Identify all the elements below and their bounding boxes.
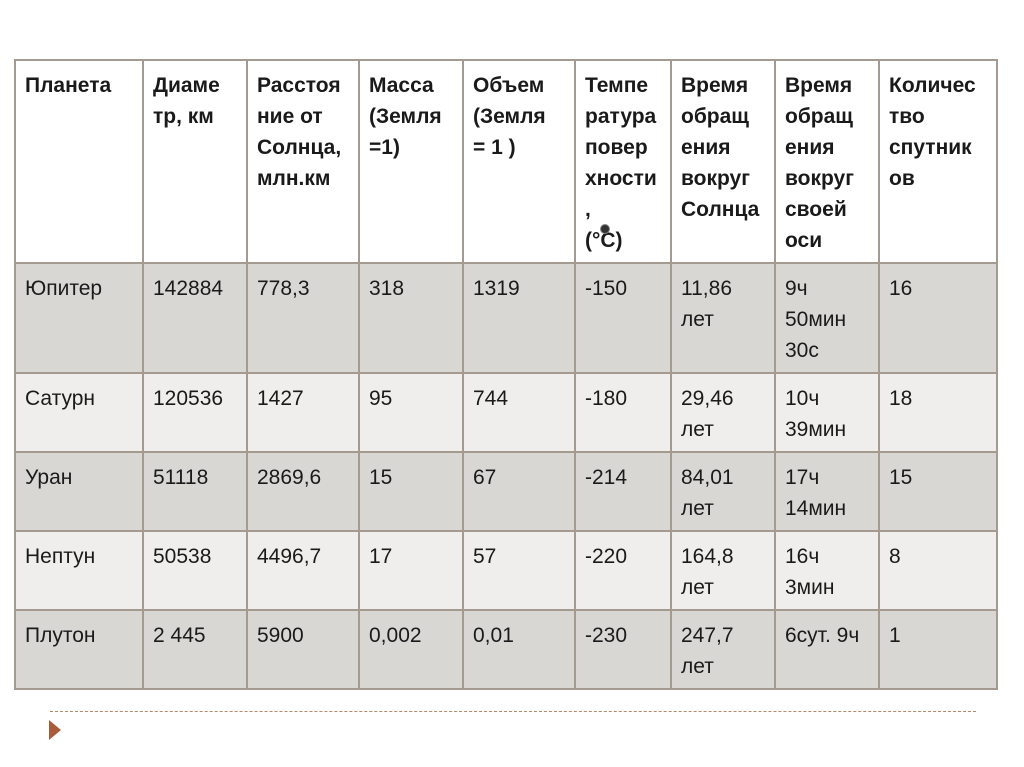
- cell-satellites: 15: [878, 451, 998, 532]
- cell-planet: Плутон: [14, 609, 144, 690]
- cell-volume: 67: [462, 451, 576, 532]
- cell-satellites: 16: [878, 262, 998, 374]
- cell-mass: 95: [358, 372, 464, 453]
- cell-distance: 1427: [246, 372, 360, 453]
- play-triangle-icon[interactable]: [49, 720, 61, 740]
- cell-diameter: 51118: [142, 451, 248, 532]
- table-row: Сатурн 120536 1427 95 744 -180 29,46 лет…: [14, 372, 998, 453]
- header-diameter: Диаме тр, км: [142, 59, 248, 264]
- cell-diameter: 2 445: [142, 609, 248, 690]
- cell-rotation-period: 16ч 3мин: [774, 530, 880, 611]
- cell-volume: 1319: [462, 262, 576, 374]
- cell-mass: 15: [358, 451, 464, 532]
- cell-orbital-period: 164,8 лет: [670, 530, 776, 611]
- cell-planet: Сатурн: [14, 372, 144, 453]
- cell-temperature: -150: [574, 262, 672, 374]
- table-row: Плутон 2 445 5900 0,002 0,01 -230 247,7 …: [14, 609, 998, 690]
- header-mass: Масса (Земля =1): [358, 59, 464, 264]
- cell-orbital-period: 29,46 лет: [670, 372, 776, 453]
- cell-orbital-period: 84,01 лет: [670, 451, 776, 532]
- header-temperature: Темпе ратура повер хности , (°C): [574, 59, 672, 264]
- cell-diameter: 142884: [142, 262, 248, 374]
- cell-distance: 778,3: [246, 262, 360, 374]
- cell-rotation-period: 17ч 14мин: [774, 451, 880, 532]
- cell-orbital-period: 11,86 лет: [670, 262, 776, 374]
- cell-mass: 17: [358, 530, 464, 611]
- planets-table: Планета Диаме тр, км Расстоя ние от Солн…: [14, 59, 998, 690]
- cell-volume: 744: [462, 372, 576, 453]
- header-distance: Расстоя ние от Солнца, млн.км: [246, 59, 360, 264]
- cell-satellites: 8: [878, 530, 998, 611]
- cell-planet: Юпитер: [14, 262, 144, 374]
- table-row: Нептун 50538 4496,7 17 57 -220 164,8 лет…: [14, 530, 998, 611]
- cell-temperature: -230: [574, 609, 672, 690]
- table-row: Уран 51118 2869,6 15 67 -214 84,01 лет 1…: [14, 451, 998, 532]
- cell-distance: 5900: [246, 609, 360, 690]
- cell-satellites: 18: [878, 372, 998, 453]
- cell-planet: Уран: [14, 451, 144, 532]
- cell-volume: 57: [462, 530, 576, 611]
- cell-rotation-period: 6сут. 9ч: [774, 609, 880, 690]
- header-planet: Планета: [14, 59, 144, 264]
- cell-temperature: -180: [574, 372, 672, 453]
- header-volume: Объем (Земля = 1 ): [462, 59, 576, 264]
- header-satellites: Количес тво спутник ов: [878, 59, 998, 264]
- cell-rotation-period: 10ч 39мин: [774, 372, 880, 453]
- cell-diameter: 120536: [142, 372, 248, 453]
- pointer-dot: [600, 224, 610, 234]
- table-row: Юпитер 142884 778,3 318 1319 -150 11,86 …: [14, 262, 998, 374]
- cell-temperature: -220: [574, 530, 672, 611]
- cell-mass: 318: [358, 262, 464, 374]
- cell-distance: 4496,7: [246, 530, 360, 611]
- cell-volume: 0,01: [462, 609, 576, 690]
- cell-rotation-period: 9ч 50мин 30с: [774, 262, 880, 374]
- header-rotation-period: Время обращ ения вокруг своей оси: [774, 59, 880, 264]
- cell-planet: Нептун: [14, 530, 144, 611]
- cell-distance: 2869,6: [246, 451, 360, 532]
- cell-orbital-period: 247,7 лет: [670, 609, 776, 690]
- cell-satellites: 1: [878, 609, 998, 690]
- cell-temperature: -214: [574, 451, 672, 532]
- cell-diameter: 50538: [142, 530, 248, 611]
- table-header-row: Планета Диаме тр, км Расстоя ние от Солн…: [14, 59, 998, 264]
- footer-divider: [50, 711, 976, 712]
- cell-mass: 0,002: [358, 609, 464, 690]
- header-orbital-period: Время обращ ения вокруг Солнца: [670, 59, 776, 264]
